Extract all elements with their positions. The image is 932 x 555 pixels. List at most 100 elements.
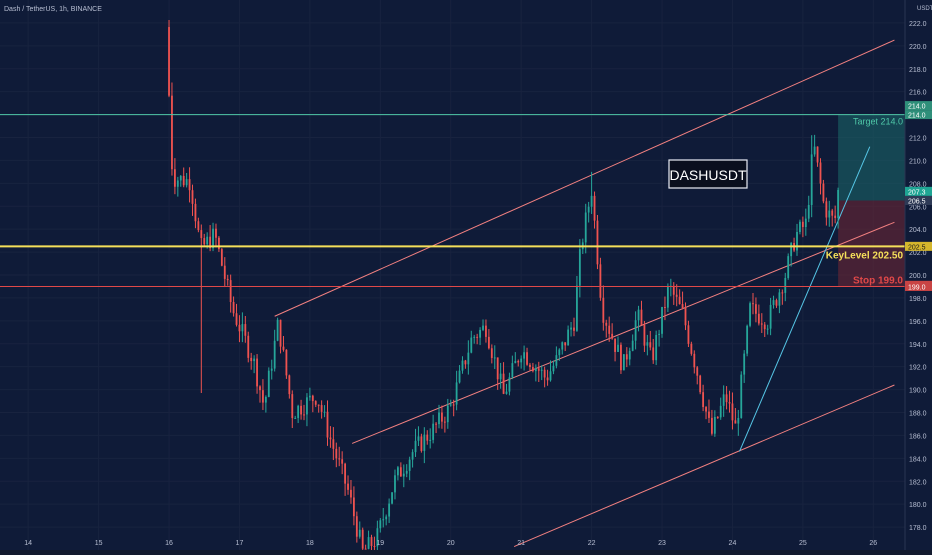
time-tick-label: 22	[588, 540, 596, 547]
price-tick-label: 192.0	[909, 365, 927, 372]
candle-body	[772, 300, 775, 305]
price-tick-label: 198.0	[909, 296, 927, 303]
candle-body	[816, 146, 819, 163]
price-tick-label: 220.0	[909, 44, 927, 51]
candle-body	[529, 364, 531, 368]
candle-body	[819, 162, 822, 184]
candle-body	[405, 470, 408, 474]
candle-body	[423, 434, 426, 451]
candle-body	[218, 237, 220, 250]
candle-body	[578, 249, 581, 286]
candle-body	[605, 322, 608, 326]
candle-body	[273, 340, 276, 369]
candle-body	[711, 417, 713, 434]
candle-body	[658, 333, 660, 335]
candle-body	[238, 324, 241, 332]
candle-body	[643, 325, 646, 346]
candle-body	[223, 265, 226, 279]
candle-body	[364, 548, 367, 550]
price-tick-label: 194.0	[909, 342, 927, 349]
candle-body	[441, 412, 443, 422]
stop-label: Stop 199.0	[853, 275, 903, 286]
price-badge	[905, 101, 932, 111]
symbol-label-box[interactable]: DASHUSDT	[668, 159, 748, 189]
candle-body	[473, 336, 476, 338]
candle-body	[534, 368, 537, 372]
channel-line	[274, 39, 895, 317]
symbol-title[interactable]: Dash / TetherUS, 1h, BINANCE	[4, 6, 102, 13]
candle-body	[775, 300, 778, 306]
time-tick-label: 24	[729, 540, 737, 547]
candle-body	[226, 278, 229, 281]
candle-body	[801, 221, 804, 228]
price-badge-label: 214.0	[908, 113, 926, 120]
candle-body	[361, 529, 364, 549]
candle-body	[678, 296, 681, 305]
candle-body	[285, 349, 288, 376]
candle-body	[622, 354, 625, 371]
candle-body	[247, 335, 250, 358]
time-tick-label: 20	[447, 540, 455, 547]
candle-body	[631, 340, 634, 351]
candle-body	[716, 416, 719, 418]
candle-body	[171, 95, 173, 170]
candle-body	[408, 459, 411, 471]
price-axis[interactable]: 178.0 180.0 182.0 184.0 186.0 188.0 190.0 192.0…	[904, 0, 932, 550]
candle-body	[426, 434, 429, 441]
candle-body	[470, 337, 473, 353]
candle-body	[449, 404, 452, 406]
candle-body	[822, 183, 825, 202]
candle-body	[799, 221, 801, 232]
candle-body	[584, 212, 587, 243]
candle-body	[837, 189, 840, 218]
candle-body	[399, 467, 402, 477]
time-axis[interactable]: 14 15 16 17 18 19 20 21 22 23 24 25 26	[24, 540, 877, 547]
candle-body	[666, 286, 669, 308]
time-tick-label: 16	[165, 540, 173, 547]
candle-body	[317, 404, 320, 406]
candle-body	[784, 277, 787, 293]
time-tick-label: 19	[376, 540, 384, 547]
candle-body	[828, 210, 831, 218]
candle-body	[576, 285, 578, 331]
time-tick-label: 15	[95, 540, 103, 547]
candle-body	[282, 346, 285, 350]
candle-body	[590, 195, 593, 207]
candle-body	[769, 304, 772, 329]
candle-body	[256, 358, 258, 387]
price-badge	[905, 241, 932, 251]
candle-body	[778, 292, 781, 306]
candle-body	[323, 411, 326, 413]
channel-lines	[274, 39, 895, 548]
candle-body	[461, 360, 464, 371]
candle-body	[790, 242, 793, 257]
price-tick-label: 184.0	[909, 456, 927, 463]
candle-body	[546, 377, 549, 381]
candle-body	[300, 405, 302, 415]
candle-body	[332, 439, 335, 449]
time-tick-label: 25	[799, 540, 807, 547]
candle-body	[452, 404, 455, 406]
price-badge-label: 202.5	[908, 244, 926, 251]
grid	[0, 0, 905, 550]
candle-body	[570, 327, 572, 330]
candle-body	[200, 230, 203, 239]
candle-body	[696, 367, 699, 376]
candle-body	[241, 324, 244, 332]
candle-body	[531, 367, 534, 372]
candle-body	[831, 210, 834, 216]
key-level-label: KeyLevel 202.50	[826, 250, 904, 261]
candle-body	[825, 201, 828, 218]
target-label: Target 214.0	[853, 117, 903, 127]
candle-body	[435, 423, 437, 425]
time-tick-label: 23	[658, 540, 666, 547]
candle-body	[675, 294, 678, 297]
candle-body	[385, 516, 388, 520]
price-unit-label: USDT	[917, 6, 932, 12]
candle-body	[804, 218, 807, 228]
candle-body	[620, 344, 622, 371]
price-tick-label: 200.0	[909, 273, 927, 280]
price-badge-label: 207.3	[908, 189, 926, 196]
